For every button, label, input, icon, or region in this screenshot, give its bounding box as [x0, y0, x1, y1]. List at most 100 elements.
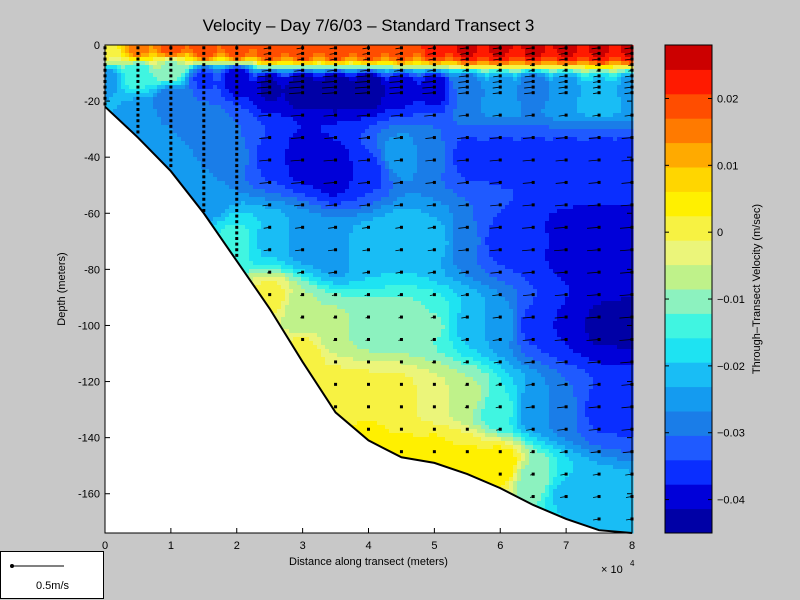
sample-point: [334, 85, 338, 89]
velocity-vector: [490, 271, 501, 274]
sample-point: [202, 169, 206, 173]
sample-point: [432, 248, 436, 252]
sample-point: [564, 248, 568, 252]
sample-point: [301, 51, 305, 55]
sample-point: [202, 46, 206, 50]
sample-point: [301, 158, 305, 162]
sample-point: [465, 337, 469, 341]
sample-point: [465, 74, 469, 78]
sample-point: [235, 231, 239, 235]
sample-point: [531, 85, 535, 89]
sample-point: [136, 130, 140, 134]
colorbar-band: [665, 362, 712, 388]
sample-point: [268, 63, 272, 67]
sample-point: [531, 113, 535, 117]
sample-point: [367, 248, 370, 252]
colorbar-band: [665, 484, 712, 510]
sample-point: [498, 337, 502, 341]
sample-point: [334, 270, 338, 274]
velocity-vector: [555, 182, 567, 184]
sample-point: [334, 51, 338, 55]
sample-point: [235, 147, 239, 151]
sample-point: [235, 113, 239, 117]
velocity-vector: [586, 339, 600, 341]
sample-point: [465, 248, 469, 252]
sample-point: [432, 68, 436, 72]
velocity-vector: [522, 339, 534, 341]
sample-point: [169, 85, 173, 89]
sample-point: [498, 113, 502, 117]
x-tick-label: 2: [234, 540, 240, 552]
sample-point: [334, 203, 338, 207]
sample-point: [531, 180, 535, 184]
sample-point: [531, 315, 535, 319]
sample-point: [202, 180, 206, 184]
sample-point: [235, 192, 239, 196]
velocity-vector: [289, 92, 303, 95]
sample-point: [367, 270, 370, 274]
sample-point: [498, 360, 502, 364]
velocity-vector: [588, 159, 600, 162]
sample-point: [597, 427, 601, 431]
sample-point: [432, 136, 436, 140]
seafloor-area: [105, 106, 632, 534]
sample-point: [399, 91, 403, 95]
sample-point: [235, 136, 239, 140]
velocity-vector: [554, 204, 567, 207]
sample-point: [498, 225, 502, 229]
sample-point: [597, 382, 601, 386]
sample-point: [531, 51, 535, 55]
velocity-vector: [424, 114, 435, 117]
sample-point: [465, 57, 469, 61]
sample-point: [564, 63, 568, 67]
sample-point: [235, 85, 239, 89]
velocity-vector: [522, 137, 534, 139]
sample-point: [564, 315, 568, 319]
sample-point: [498, 405, 502, 409]
sample-point: [202, 96, 206, 100]
sample-point: [432, 57, 436, 61]
colorbar-band: [665, 386, 712, 412]
velocity-vector: [259, 137, 270, 139]
sample-point: [136, 68, 140, 72]
sample-point: [564, 113, 568, 117]
sample-point: [432, 74, 436, 78]
sample-point: [268, 74, 272, 78]
velocity-vector: [354, 81, 369, 83]
sample-point: [202, 203, 206, 207]
sample-point: [235, 152, 239, 156]
sample-point: [399, 51, 403, 55]
sample-point: [564, 450, 568, 454]
velocity-vector: [588, 428, 600, 431]
velocity-vector: [423, 75, 435, 78]
sample-point: [531, 79, 535, 83]
sample-point: [301, 91, 305, 95]
sample-point: [465, 360, 469, 364]
colorbar-band: [665, 240, 712, 266]
sample-point: [169, 124, 173, 128]
sample-point: [367, 293, 370, 297]
sample-point: [564, 180, 568, 184]
sample-point: [202, 113, 206, 117]
sample-point: [531, 495, 535, 499]
sample-point: [465, 293, 469, 297]
sample-point: [268, 85, 272, 89]
sample-point: [268, 113, 272, 117]
sample-point: [564, 158, 568, 162]
sample-point: [564, 405, 568, 409]
scale-arrow-icon: [10, 564, 64, 568]
sample-point: [465, 315, 469, 319]
sample-point: [268, 51, 272, 55]
sample-point: [235, 220, 239, 224]
sample-point: [334, 248, 338, 252]
velocity-vector: [457, 182, 468, 184]
velocity-vector: [322, 86, 336, 89]
sample-point: [597, 495, 601, 499]
velocity-vector: [489, 137, 501, 139]
sample-point: [301, 248, 305, 252]
sample-point: [465, 91, 469, 95]
sample-point: [136, 57, 140, 61]
sample-point: [465, 79, 469, 83]
velocity-vector: [621, 428, 633, 431]
